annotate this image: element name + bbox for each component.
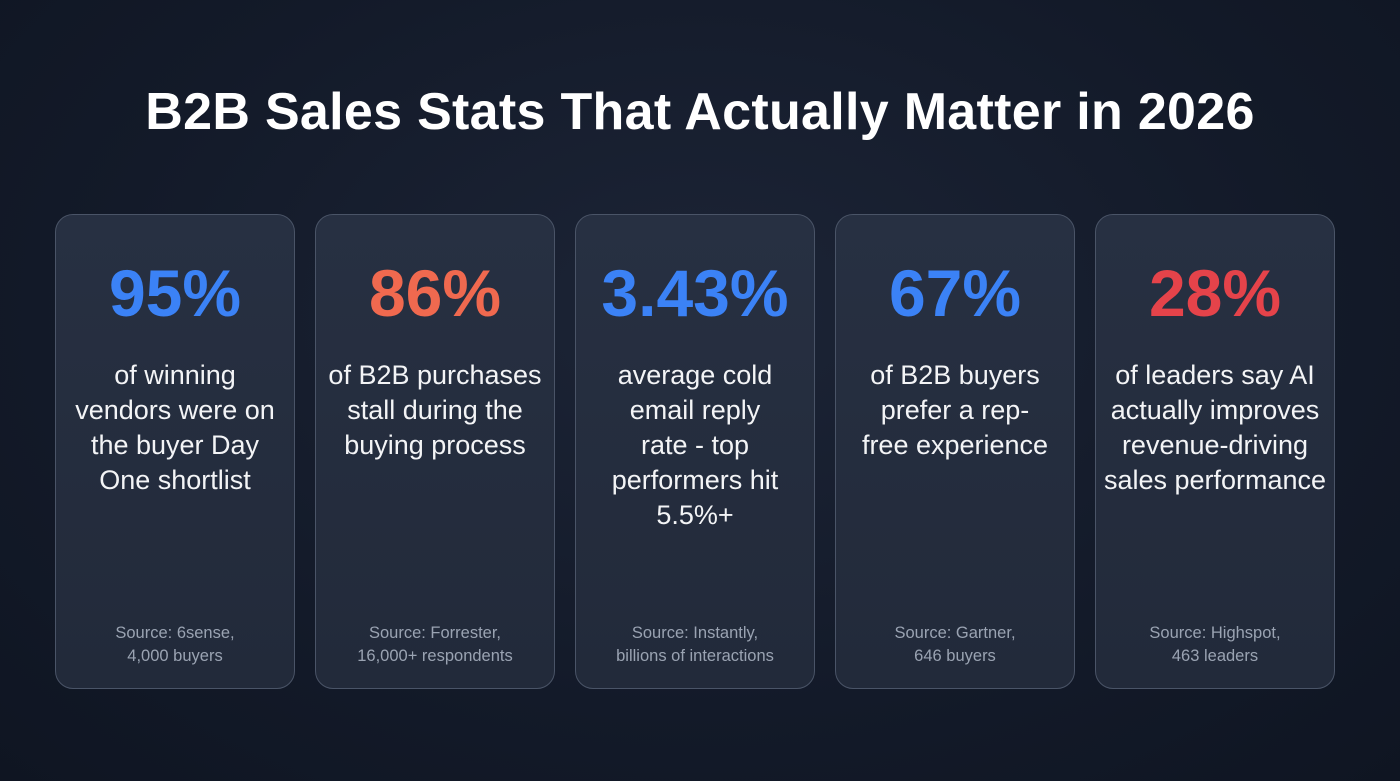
- source-line: Source: Forrester,: [368, 624, 502, 642]
- stat-description: of winning vendors were on the buyer Day…: [75, 360, 275, 495]
- source-line: 16,000+ respondents: [357, 647, 513, 665]
- stat-description: average cold email reply rate - top perf…: [611, 360, 779, 530]
- stat-value: 86%: [368, 256, 502, 330]
- stat-card: 28% of leaders say AI actually improves …: [1095, 214, 1335, 689]
- stat-source: Source: Gartner, 646 buyers: [836, 622, 1074, 668]
- page-title: B2B Sales Stats That Actually Matter in …: [145, 83, 1255, 141]
- stat-card: 86% of B2B purchases stall during the bu…: [315, 214, 555, 689]
- stat-cards: 95% of winning vendors were on the buyer…: [55, 214, 1335, 689]
- source-line: 646 buyers: [914, 647, 996, 665]
- stat-value: 28%: [1148, 256, 1282, 330]
- stat-card: 3.43% average cold email reply rate - to…: [575, 214, 815, 689]
- source-line: Source: 6sense,: [115, 624, 235, 642]
- stat-card: 95% of winning vendors were on the buyer…: [55, 214, 295, 689]
- stat-source: Source: Instantly, billions of interactio…: [576, 622, 814, 668]
- stat-value: 67%: [888, 256, 1022, 330]
- stat-description: of B2B purchases stall during the buying…: [328, 360, 542, 460]
- stat-source: Source: Highspot, 463 leaders: [1096, 622, 1334, 668]
- stat-description: of leaders say AI actually improves reve…: [1103, 360, 1327, 495]
- stat-description: of B2B buyers prefer a rep-free experien…: [861, 360, 1049, 460]
- source-line: Source: Highspot,: [1149, 624, 1281, 642]
- stat-source: Source: 6sense, 4,000 buyers: [56, 622, 294, 668]
- stat-value: 3.43%: [601, 256, 789, 330]
- source-line: 4,000 buyers: [127, 647, 223, 665]
- stat-value: 95%: [108, 256, 242, 330]
- source-line: Source: Instantly,: [631, 624, 759, 642]
- source-line: Source: Gartner,: [894, 624, 1016, 642]
- source-line: 463 leaders: [1171, 647, 1259, 665]
- stat-card: 67% of B2B buyers prefer a rep-free expe…: [835, 214, 1075, 689]
- stat-source: Source: Forrester, 16,000+ respondents: [316, 622, 554, 668]
- source-line: billions of interactions: [616, 647, 774, 665]
